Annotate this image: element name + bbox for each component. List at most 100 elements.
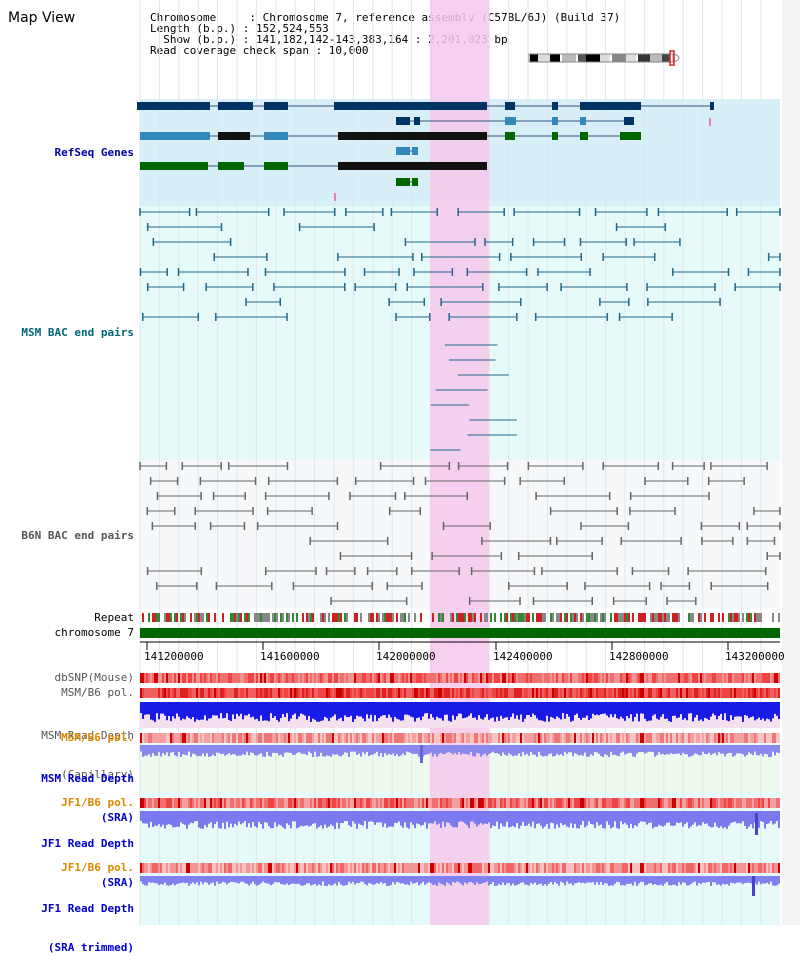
- polymorphism-cell: [590, 798, 592, 808]
- read-depth-bar: [470, 811, 472, 822]
- genome-viewer[interactable]: [0, 0, 800, 925]
- read-depth-bar: [324, 876, 326, 886]
- dbsnp-label[interactable]: dbSNP(Mouse): [54, 671, 134, 684]
- read-depth-bar: [358, 811, 360, 824]
- polymorphism-cell: [620, 688, 622, 698]
- polymorphism-cell: [442, 733, 444, 743]
- read-depth-bar: [528, 745, 530, 756]
- ideogram-band: [538, 54, 550, 62]
- polymorphism-cell: [230, 863, 232, 873]
- read-depth-bar: [368, 876, 370, 884]
- polymorphism-cell: [234, 733, 236, 743]
- polymorphism-cell: [542, 863, 544, 873]
- polymorphism-cell: [558, 798, 560, 808]
- read-depth-bar: [160, 811, 162, 827]
- polymorphism-cell: [276, 733, 278, 743]
- polymorphism-cell: [540, 673, 542, 683]
- polymorphism-cell: [686, 733, 688, 743]
- polymorphism-cell: [356, 688, 358, 698]
- read-depth-bar: [514, 876, 516, 886]
- gene-exon: [412, 178, 418, 186]
- refseq-genes-label[interactable]: RefSeq Genes: [54, 146, 134, 159]
- read-depth-bar: [378, 745, 380, 757]
- read-depth-bar: [334, 702, 336, 715]
- chromosome-label: chromosome 7: [54, 626, 134, 639]
- polymorphism-cell: [582, 863, 584, 873]
- jf1-b6-pol-label[interactable]: JF1/B6 pol.: [61, 796, 134, 809]
- polymorphism-cell: [490, 673, 492, 683]
- read-depth-bar: [358, 745, 360, 754]
- repeat-element: [540, 613, 542, 622]
- read-depth-bar: [196, 876, 198, 883]
- polymorphism-cell: [350, 798, 352, 808]
- polymorphism-cell: [722, 863, 724, 873]
- read-depth-bar: [692, 745, 694, 756]
- read-depth-bar: [486, 702, 488, 715]
- polymorphism-cell: [460, 798, 462, 808]
- polymorphism-cell: [578, 863, 580, 873]
- read-depth-bar: [650, 745, 652, 752]
- ideogram-band: [600, 54, 610, 62]
- polymorphism-cell: [596, 863, 598, 873]
- read-depth-bar: [586, 702, 588, 716]
- read-depth-bar: [178, 876, 180, 884]
- polymorphism-cell: [454, 733, 456, 743]
- read-depth-bar: [596, 811, 598, 823]
- polymorphism-cell: [518, 863, 520, 873]
- read-depth-bar: [330, 811, 332, 825]
- read-depth-bar: [632, 745, 634, 757]
- polymorphism-cell: [542, 798, 544, 808]
- polymorphism-cell: [268, 733, 270, 743]
- read-depth-bar: [280, 876, 282, 885]
- msm-b6-pol-label[interactable]: MSM/B6 pol.: [61, 686, 134, 699]
- polymorphism-cell: [282, 798, 284, 808]
- polymorphism-cell: [406, 688, 408, 698]
- read-depth-bar: [604, 745, 606, 755]
- polymorphism-cell: [618, 688, 620, 698]
- read-depth-bar: [630, 876, 632, 884]
- polymorphism-cell: [318, 733, 320, 743]
- read-depth-bar: [738, 745, 740, 754]
- polymorphism-cell: [426, 673, 428, 683]
- msm-read-depth-sra-label[interactable]: MSM Read Depth (SRA): [41, 746, 134, 837]
- read-depth-bar: [642, 876, 644, 882]
- jf1-b6-pol-trimmed-label[interactable]: JF1/B6 pol.: [61, 861, 134, 874]
- polymorphism-cell: [296, 733, 298, 743]
- polymorphism-cell: [252, 798, 254, 808]
- read-depth-bar: [734, 745, 736, 756]
- polymorphism-cell: [148, 863, 150, 873]
- polymorphism-cell: [512, 798, 514, 808]
- msm-b6-pol-sra-label[interactable]: MSM/B6 pol.: [61, 731, 134, 744]
- polymorphism-cell: [276, 798, 278, 808]
- read-depth-bar: [640, 745, 642, 752]
- read-depth-bar: [652, 876, 654, 885]
- polymorphism-cell: [160, 863, 162, 873]
- polymorphism-cell: [166, 673, 168, 683]
- polymorphism-cell: [700, 863, 702, 873]
- polymorphism-cell: [308, 733, 310, 743]
- jf1-read-depth-sra-label[interactable]: JF1 Read Depth (SRA): [41, 811, 134, 902]
- msm-read-depth-capillary-label[interactable]: MSM Read Depth (Capillary): [41, 703, 134, 794]
- read-depth-bar: [520, 745, 522, 757]
- polymorphism-cell: [384, 863, 386, 873]
- read-depth-bar: [416, 745, 418, 754]
- read-depth-bar: [750, 745, 752, 754]
- polymorphism-cell: [380, 673, 382, 683]
- msm-bac-end-pairs-label[interactable]: MSM BAC end pairs: [21, 326, 134, 339]
- read-depth-bar: [168, 745, 170, 757]
- polymorphism-cell: [712, 733, 714, 743]
- read-depth-bar: [498, 745, 500, 754]
- polymorphism-cell: [724, 673, 726, 683]
- polymorphism-cell: [266, 733, 268, 743]
- read-depth-bar: [378, 702, 380, 719]
- read-depth-bar: [626, 876, 628, 884]
- read-depth-bar: [518, 876, 520, 884]
- read-depth-bar: [508, 745, 510, 754]
- polymorphism-cell: [418, 798, 420, 808]
- jf1-read-depth-trimmed-label[interactable]: JF1 Read Depth (SRA trimmed): [41, 876, 134, 967]
- read-depth-bar: [306, 811, 308, 826]
- b6n-bac-end-pairs-label[interactable]: B6N BAC end pairs: [21, 529, 134, 542]
- polymorphism-cell: [344, 798, 346, 808]
- read-depth-bar: [548, 745, 550, 755]
- read-depth-bar: [738, 811, 740, 824]
